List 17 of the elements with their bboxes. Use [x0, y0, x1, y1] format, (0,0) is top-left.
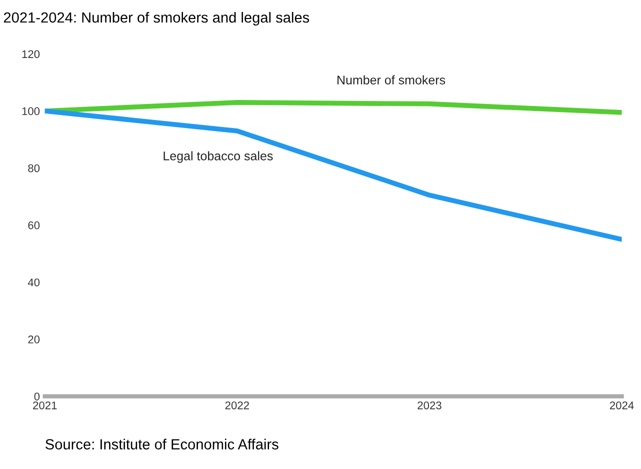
source-note: Source: Institute of Economic Affairs [46, 438, 278, 450]
y-tick-label: 0 [34, 392, 40, 400]
y-tick-label: 20 [28, 336, 40, 344]
series-label: Number of smokers [338, 75, 446, 84]
y-tick-label: 80 [28, 164, 40, 172]
x-tick-label: 2021 [33, 401, 57, 410]
y-tick-label: 60 [28, 221, 40, 230]
y-tick-label: 40 [28, 278, 40, 286]
series-label: Legal tobacco sales [164, 151, 273, 163]
x-tick-label: 2024 [610, 401, 634, 410]
line-series [44, 108, 622, 242]
x-tick-label: 2022 [225, 401, 249, 410]
line-series [44, 100, 622, 115]
x-tick-label: 2023 [418, 401, 442, 410]
y-tick-label: 120 [22, 50, 40, 58]
y-tick-label: 100 [22, 107, 40, 116]
chart-title: 2021-2024: Number of smokers and legal sales [4, 12, 310, 26]
